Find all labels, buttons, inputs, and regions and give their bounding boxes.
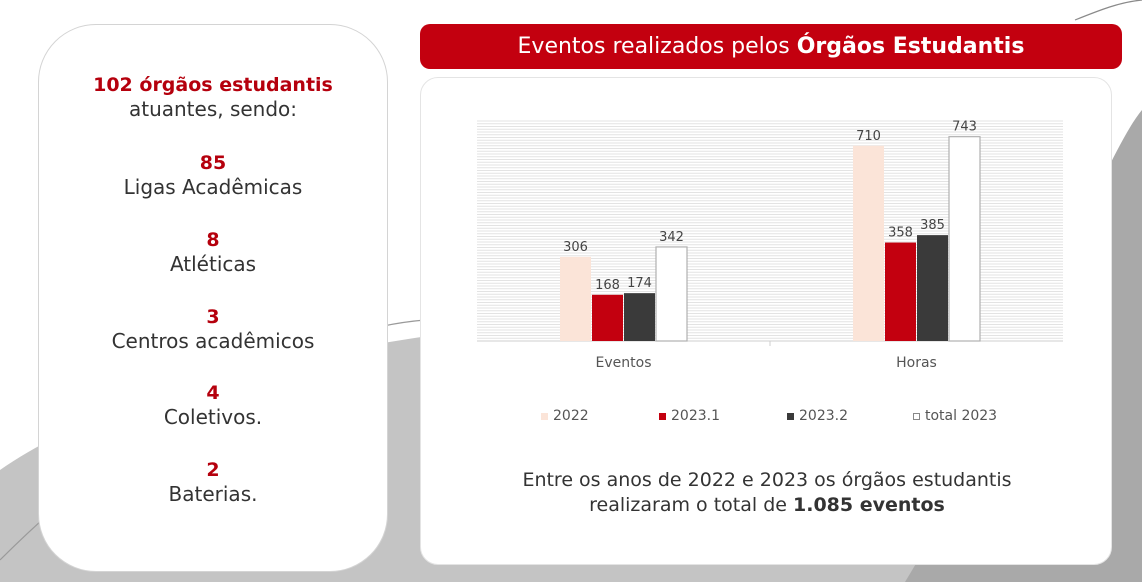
legend-item-total-2023: total 2023 <box>913 408 997 424</box>
chart-card: 306 168 174 342 Eventos 710 358 385 743 Horas 202… <box>420 77 1112 565</box>
stat-ligas-academicas: 85 Ligas Acadêmicas <box>39 151 387 199</box>
stat-label: Baterias. <box>168 482 258 506</box>
stat-baterias: 2 Baterias. <box>39 458 387 506</box>
legend-label: 2022 <box>553 408 589 424</box>
summary-line-2: realizaram o total de 1.085 eventos <box>451 493 1083 518</box>
data-label: 174 <box>627 276 652 291</box>
stat-atleticas: 8 Atléticas <box>39 228 387 276</box>
summary-line-1: Entre os anos de 2022 e 2023 os órgãos e… <box>522 469 1012 491</box>
legend-swatch-2023-2 <box>787 412 794 420</box>
bar-eventos-total-2023 <box>655 246 688 342</box>
bar-horas-2023-1 <box>885 242 916 341</box>
stat-centros-academicos: 3 Centros acadêmicos <box>39 305 387 353</box>
legend-item-2023-2: 2023.2 <box>787 408 848 424</box>
events-bar-chart: 306 168 174 342 Eventos 710 358 385 743 Horas <box>477 120 1063 371</box>
stat-value: 4 <box>206 382 220 404</box>
student-orgs-summary-card: 102 órgãos estudantis atuantes, sendo: 8… <box>38 24 388 572</box>
orgs-total-highlight: 102 órgãos estudantis <box>93 74 333 96</box>
stat-label: Atléticas <box>169 252 257 276</box>
stat-value: 2 <box>206 459 220 481</box>
legend-swatch-2023-1 <box>659 412 666 420</box>
data-label: 385 <box>920 218 945 233</box>
category-label: Eventos <box>596 355 652 371</box>
data-label: 306 <box>563 240 588 255</box>
legend-item-2022: 2022 <box>541 408 589 424</box>
bar-horas-2023-2 <box>917 235 948 341</box>
legend-item-2023-1: 2023.1 <box>659 408 720 424</box>
summary-line-2-prefix: realizaram o total de <box>589 494 787 516</box>
chart-title-prefix: Eventos realizados pelos <box>517 34 790 59</box>
legend-swatch-2022 <box>541 412 548 420</box>
data-label: 168 <box>595 278 620 293</box>
summary-total-events: 1.085 eventos <box>793 494 945 516</box>
chart-title-banner: Eventos realizados pelos Órgãos Estudant… <box>420 24 1122 69</box>
stat-label: Centros acadêmicos <box>111 329 315 353</box>
chart-title-bold: Órgãos Estudantis <box>796 34 1025 59</box>
bar-horas-2022 <box>853 145 884 341</box>
bar-eventos-2022 <box>560 256 591 341</box>
data-label: 710 <box>856 129 881 144</box>
chart-legend: 2022 2023.1 2023.2 total 2023 <box>541 408 1021 428</box>
stat-value: 8 <box>206 229 220 251</box>
legend-label: 2023.2 <box>799 408 848 424</box>
data-label: 743 <box>952 120 977 135</box>
orgs-intro: 102 órgãos estudantis atuantes, sendo: <box>39 73 387 121</box>
legend-label: total 2023 <box>925 408 998 424</box>
legend-label: 2023.1 <box>671 408 720 424</box>
bar-eventos-2023-1 <box>592 294 623 341</box>
legend-swatch-total-2023 <box>913 412 920 420</box>
stat-label: Ligas Acadêmicas <box>123 175 303 199</box>
data-label: 358 <box>888 226 913 241</box>
orgs-intro-text: atuantes, sendo: <box>128 97 298 121</box>
stat-label: Coletivos. <box>163 405 263 429</box>
stat-coletivos: 4 Coletivos. <box>39 381 387 429</box>
bar-horas-total-2023 <box>948 136 981 342</box>
stat-value: 3 <box>206 306 220 328</box>
data-label: 342 <box>659 230 684 245</box>
stat-value: 85 <box>199 152 227 174</box>
bar-eventos-2023-2 <box>624 293 655 341</box>
summary-text: Entre os anos de 2022 e 2023 os órgãos e… <box>451 468 1083 518</box>
category-label: Horas <box>896 355 937 371</box>
